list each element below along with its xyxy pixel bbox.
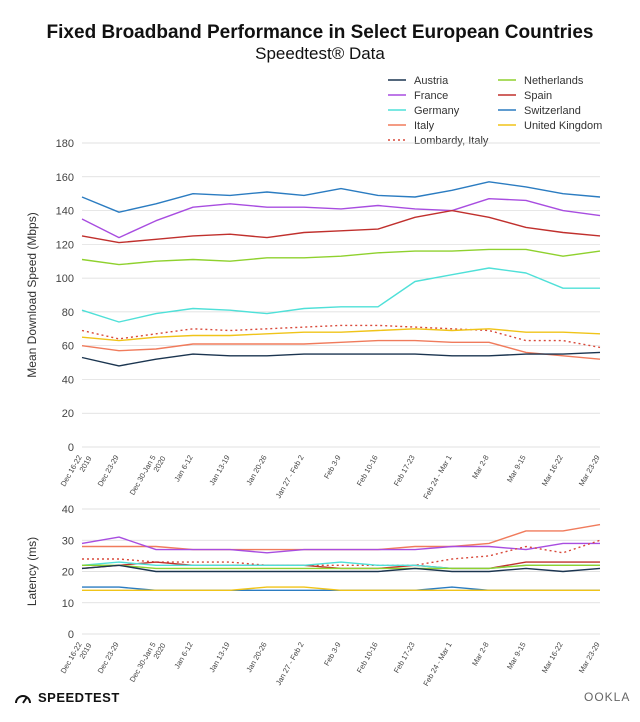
series-line-lombardy-italy: [82, 539, 601, 566]
y-tick-label: 100: [56, 273, 74, 285]
y-axis-label: Mean Download Speed (Mbps): [25, 212, 39, 377]
series-line-italy: [81, 339, 601, 360]
y-tick-label: 0: [68, 629, 74, 641]
x-tick-label: Feb 3-9: [322, 641, 343, 668]
series-line-switzerland: [81, 181, 601, 213]
x-tick-label: Jan 13-19: [207, 454, 231, 487]
series-line-france: [81, 536, 600, 554]
x-tick-label: Feb 3-9: [322, 454, 343, 481]
y-tick-label: 160: [56, 172, 74, 184]
x-tick-label: Jan 20-26: [244, 641, 268, 674]
legend-label: France: [414, 90, 448, 102]
y-tick-label: 10: [62, 598, 74, 610]
legend-item-italy: Italy: [388, 120, 435, 132]
series-line-lombardy-italy: [81, 324, 601, 349]
x-tick-label: Mar 9-15: [505, 454, 528, 484]
x-tick-label: Mar 2-8: [470, 641, 491, 668]
legend-item-austria: Austria: [388, 75, 449, 87]
legend: Austria France Germany Italy Lombardy, Italy…: [388, 75, 602, 147]
x-tick-label: Feb 10-16: [355, 641, 380, 675]
y-tick-label: 20: [62, 408, 74, 420]
x-tick-label: Mar 23-29: [577, 641, 602, 675]
y-tick-label: 30: [62, 535, 74, 547]
series-line-united-kingdom: [82, 586, 600, 591]
x-tick-label: Feb 17-23: [392, 641, 417, 675]
series-line-united-kingdom: [81, 328, 601, 342]
legend-item-switzerland: Switzerland: [498, 105, 581, 117]
series-line-netherlands: [81, 248, 601, 266]
series-line-spain: [81, 209, 601, 244]
speedtest-brand: SPEEDTEST: [38, 690, 120, 705]
x-tick-label: Mar 16-22: [540, 641, 565, 675]
y-tick-label: 0: [68, 442, 74, 454]
legend-label: Germany: [414, 105, 460, 117]
legend-label: Netherlands: [524, 75, 584, 87]
legend-label: Lombardy, Italy: [414, 135, 489, 147]
speedometer-icon: [15, 694, 31, 704]
y-tick-label: 40: [62, 504, 74, 516]
legend-label: Austria: [414, 75, 449, 87]
x-tick-label: Mar 16-22: [540, 454, 565, 488]
legend-label: Spain: [524, 90, 552, 102]
y-tick-label: 40: [62, 374, 74, 386]
x-tick-label: Mar 23-29: [577, 454, 602, 488]
legend-label: United Kingdom: [524, 120, 602, 132]
legend-label: Italy: [414, 120, 435, 132]
x-tick-label: Feb 24 - Mar 1: [421, 641, 453, 688]
x-tick-label: Jan 13-19: [207, 641, 231, 674]
legend-item-united-kingdom: United Kingdom: [498, 120, 602, 132]
latency-panel: 0 10 20 30 40 Dec 16-222019 Dec 23-29 Dec 30-Ja…: [25, 504, 602, 688]
x-tick-label: Jan 6-12: [172, 454, 194, 484]
legend-item-spain: Spain: [498, 90, 552, 102]
x-tick-label: Dec 23-29: [96, 641, 121, 675]
y-tick-label: 140: [56, 206, 74, 218]
y-tick-label: 180: [56, 138, 74, 150]
x-tick-label: Feb 10-16: [355, 454, 380, 488]
legend-item-france: France: [388, 90, 448, 102]
series-line-austria: [81, 351, 601, 367]
legend-label: Switzerland: [524, 105, 581, 117]
series-line-italy: [82, 523, 601, 551]
y-tick-label: 20: [62, 567, 74, 579]
x-tick-label: Dec 30-Jan 52020: [128, 450, 168, 501]
x-tick-label: Feb 17-23: [392, 454, 417, 488]
x-tick-label: Feb 24 - Mar 1: [421, 454, 453, 501]
series-line-netherlands: [82, 564, 600, 570]
chart-subtitle: Speedtest® Data: [255, 44, 385, 63]
x-tick-label: Jan 20-26: [244, 454, 268, 487]
x-tick-label: Dec 16-222019: [59, 637, 94, 679]
y-tick-label: 120: [56, 239, 74, 251]
y-tick-label: 60: [62, 341, 74, 353]
legend-item-lombardy-italy: Lombardy, Italy: [388, 135, 489, 147]
x-tick-label: Jan 27 - Feb 2: [274, 641, 306, 687]
series-line-germany: [81, 267, 600, 323]
legend-item-germany: Germany: [388, 105, 460, 117]
speedtest-logo: SPEEDTEST: [14, 690, 120, 705]
x-tick-label: Dec 16-222019: [59, 450, 94, 492]
chart-title: Fixed Broadband Performance in Select Eu…: [46, 22, 594, 43]
x-tick-label: Jan 6-12: [172, 641, 194, 671]
x-tick-label: Mar 9-15: [505, 641, 528, 671]
series-line-france: [81, 197, 601, 239]
legend-item-netherlands: Netherlands: [498, 75, 584, 87]
x-tick-label: Dec 30-Jan 52020: [128, 637, 168, 688]
x-tick-label: Jan 27 - Feb 2: [274, 454, 306, 500]
ookla-logo: OOKLA: [584, 690, 631, 704]
y-axis-label: Latency (ms): [25, 537, 39, 606]
x-tick-label: Dec 23-29: [96, 454, 121, 488]
x-tick-label: Mar 2-8: [470, 454, 491, 481]
y-tick-label: 80: [62, 307, 74, 319]
series-line-austria: [81, 564, 601, 573]
